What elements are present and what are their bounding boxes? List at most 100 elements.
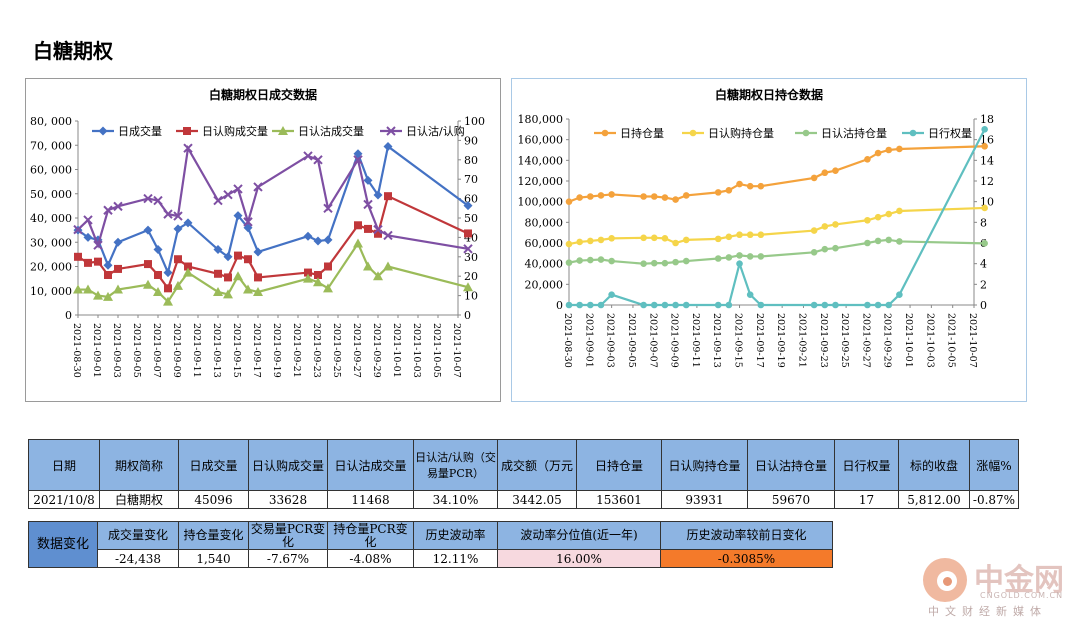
y-right-tick-label: 0 [464, 309, 471, 322]
legend-marker [183, 127, 191, 135]
data-point [233, 184, 243, 194]
data-point [896, 145, 903, 153]
header-cell: 日持仓量 [576, 439, 662, 491]
data-point [885, 210, 893, 218]
table-cell: -4.08% [327, 549, 414, 568]
table-cell: 59670 [747, 490, 835, 509]
y-right-tick-label: 2 [980, 278, 987, 291]
data-point [981, 142, 988, 150]
data-point [757, 231, 765, 239]
data-point [174, 255, 182, 264]
data-point [608, 257, 615, 265]
data-point [714, 189, 722, 196]
data-point [576, 257, 583, 264]
data-point [576, 194, 583, 201]
data-point [243, 217, 253, 227]
y-left-tick-label: 70, 000 [30, 139, 72, 152]
x-tick-label: 2021-10-03 [411, 323, 422, 378]
data-point [253, 182, 263, 192]
y-right-tick-label: 80 [464, 154, 478, 167]
data-point [714, 301, 722, 309]
y-right-tick-label: 14 [980, 154, 994, 167]
data-point [103, 205, 113, 215]
legend-marker [601, 129, 609, 137]
x-tick-label: 2021-09-27 [860, 313, 871, 368]
data-point [714, 255, 722, 262]
legend-marker [909, 129, 917, 137]
data-point [213, 286, 223, 296]
table-cell: 2021/10/8 [28, 490, 100, 509]
x-tick-label: 2021-09-19 [775, 313, 786, 368]
data-point [810, 249, 818, 256]
data-point [672, 239, 679, 247]
page-title: 白糖期权 [33, 39, 113, 63]
legend-marker [689, 129, 697, 137]
table-row: 2021/10/8 白糖期权 45096 33628 11468 34.10% … [28, 490, 1019, 509]
y-left-tick-label: 0 [65, 309, 72, 322]
data-point [757, 301, 765, 309]
data-point [373, 271, 383, 281]
logo-icon [923, 558, 967, 602]
data-point [94, 257, 102, 266]
data-point [84, 258, 92, 267]
data-point [234, 251, 242, 260]
data-point [143, 225, 153, 235]
x-tick-label: 2021-09-01 [91, 323, 102, 378]
data-point [821, 223, 829, 230]
data-point [163, 296, 173, 306]
data-point [383, 141, 393, 151]
data-point [661, 301, 669, 309]
table-cell: 1,540 [178, 549, 249, 568]
data-point [373, 224, 383, 235]
table-cell: 17 [834, 490, 899, 509]
data-point [746, 182, 754, 190]
table-cell: -7.67% [248, 549, 328, 568]
data-point [565, 240, 573, 248]
header-cell: 日行权量 [834, 439, 899, 491]
legend-marker [98, 126, 108, 136]
table-cell: 11468 [327, 490, 414, 509]
data-point [736, 252, 743, 259]
series-line [568, 206, 985, 246]
data-point [464, 229, 472, 238]
x-tick-label: 2021-09-05 [626, 313, 637, 368]
data-point [323, 283, 333, 293]
x-tick-label: 2021-09-09 [171, 323, 182, 378]
y-left-tick-label: 40,000 [525, 258, 564, 271]
data-point [233, 211, 243, 221]
data-point [113, 201, 123, 212]
x-tick-label: 2021-08-30 [562, 313, 573, 368]
data-point [672, 258, 679, 266]
x-tick-label: 2021-09-03 [605, 313, 616, 368]
data-point [163, 268, 173, 278]
x-tick-label: 2021-09-17 [251, 323, 262, 378]
x-tick-label: 2021-09-07 [151, 323, 162, 378]
data-point [363, 261, 373, 271]
chart-title: 白糖期权日持仓数据 [715, 87, 823, 102]
data-point [354, 221, 362, 230]
x-tick-label: 2021-09-09 [669, 313, 680, 368]
table-cell: 白糖期权 [99, 490, 179, 509]
data-point [587, 237, 594, 245]
data-point [74, 252, 82, 261]
data-point [640, 260, 647, 267]
data-point [810, 174, 818, 182]
daily-table-header-row: 日期 期权简称 日成交量 日认购成交量 日认沽成交量 日认沽/认购（交易量PCR… [28, 439, 1019, 491]
data-point [981, 126, 988, 133]
data-point [746, 253, 754, 260]
data-point [725, 187, 733, 194]
table-cell: -24,438 [97, 549, 179, 568]
data-point [93, 240, 103, 250]
header-cell: 日认购成交量 [248, 439, 328, 491]
table-cell: -0.87% [969, 490, 1019, 509]
data-point [73, 224, 83, 235]
x-tick-label: 2021-09-17 [754, 313, 765, 368]
y-right-tick-label: 10 [464, 290, 478, 303]
data-point [463, 201, 473, 211]
data-point [725, 233, 733, 241]
table-cell: 5,812.00 [898, 490, 970, 509]
x-tick-label: 2021-09-13 [211, 323, 222, 378]
y-left-tick-label: 180,000 [518, 113, 564, 126]
header-cell: 期权简称 [99, 439, 179, 491]
data-point [153, 286, 163, 296]
